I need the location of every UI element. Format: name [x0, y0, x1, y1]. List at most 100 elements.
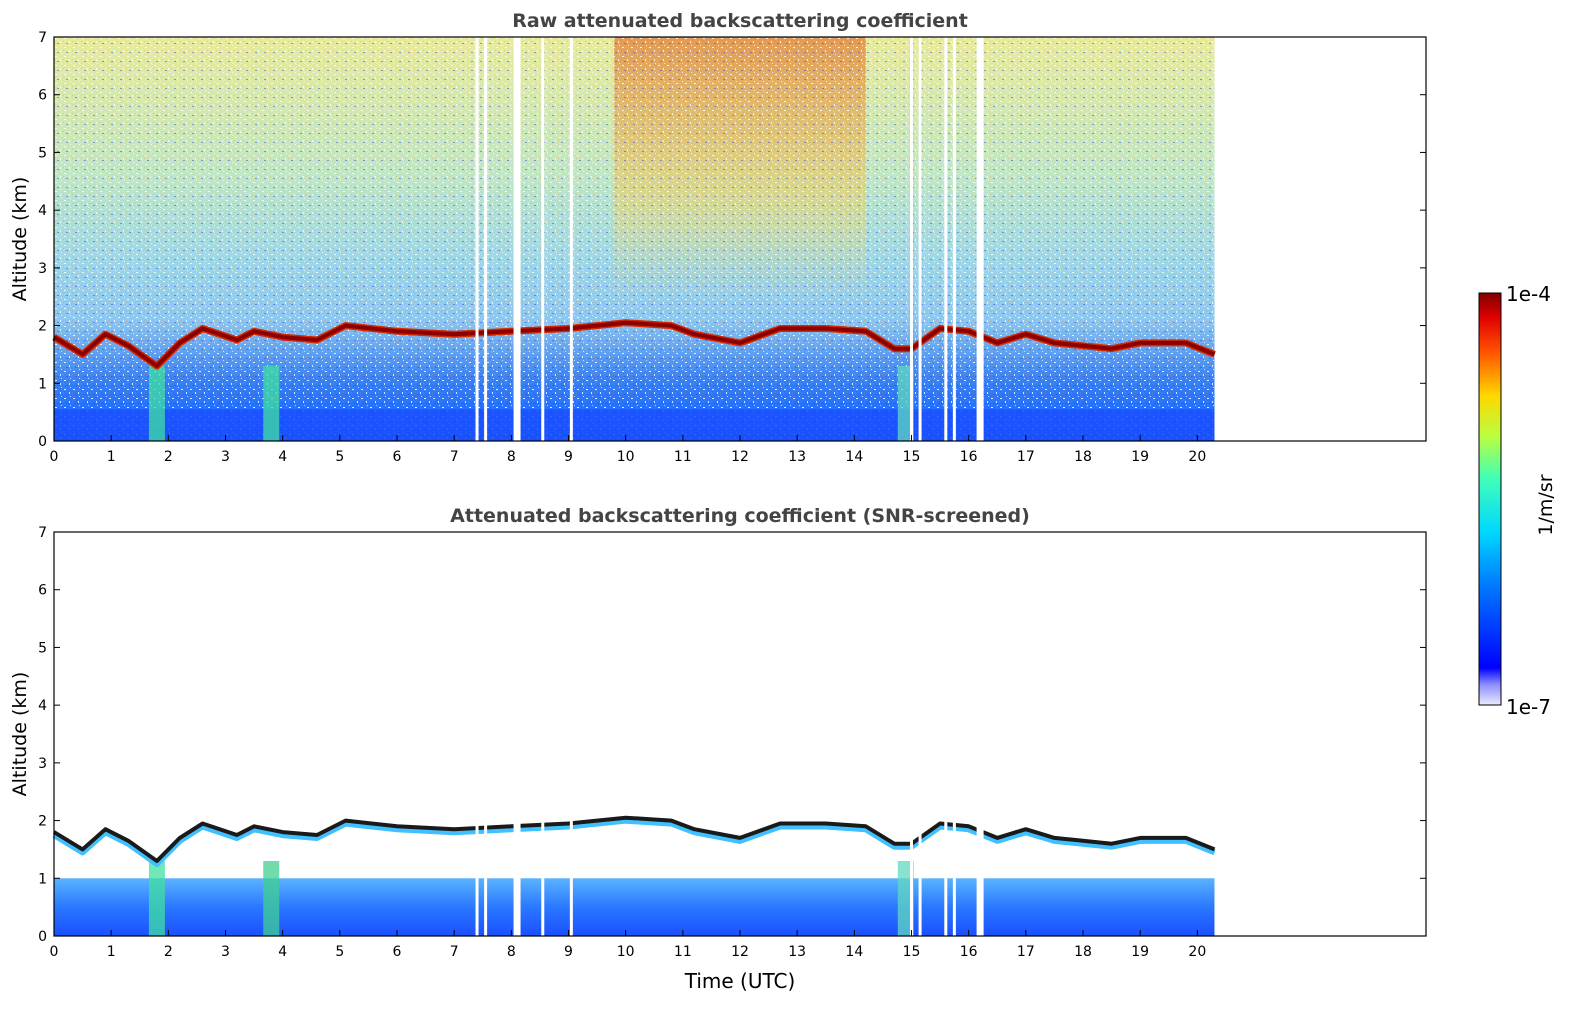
y-tick-label: 2: [38, 814, 47, 830]
x-tick-label: 0: [50, 944, 59, 960]
x-tick-label: 19: [1131, 944, 1149, 960]
colorbar-unit-label: 1/m/sr: [1535, 474, 1557, 535]
y-tick-label: 1: [38, 376, 47, 392]
raw-speckle: [54, 37, 1215, 441]
data-gap: [910, 37, 913, 441]
x-tick-label: 18: [1074, 944, 1092, 960]
data-gap: [513, 532, 521, 936]
x-tick-label: 10: [617, 944, 635, 960]
x-tick-label: 9: [564, 449, 573, 465]
x-tick-label: 12: [731, 944, 749, 960]
data-gap: [513, 37, 521, 441]
screened-signal-field: [54, 878, 1215, 936]
data-gap: [569, 37, 573, 441]
x-tick-label: 18: [1074, 449, 1092, 465]
title-screened: Attenuated backscattering coefficient (S…: [450, 505, 1030, 527]
x-tick-label: 11: [674, 944, 692, 960]
xlabel-time: Time (UTC): [684, 969, 796, 993]
x-tick-label: 15: [903, 449, 921, 465]
y-axis-raw: 0 1 2 3 4 5 6 7: [38, 30, 1426, 450]
data-gap: [484, 37, 488, 441]
data-gap: [918, 37, 922, 441]
colorbar-max-label: 1e-4: [1506, 282, 1551, 306]
x-tick-label: 17: [1017, 944, 1035, 960]
x-tick-label: 11: [674, 449, 692, 465]
data-gap: [475, 37, 479, 441]
data-gap: [976, 37, 984, 441]
data-gap: [484, 532, 488, 936]
data-gap: [475, 532, 479, 936]
boundary-layer-top: [52, 815, 1216, 863]
x-tick-label: 9: [564, 944, 573, 960]
data-gap: [569, 532, 573, 936]
x-tick-label: 14: [845, 449, 863, 465]
y-tick-label: 0: [38, 434, 47, 450]
data-gap: [910, 532, 913, 936]
x-tick-label: 20: [1188, 449, 1206, 465]
aerosol-plume: [263, 860, 280, 936]
data-gap: [944, 37, 948, 441]
y-axis-screened: 0 1 2 3 4 5 6 7: [38, 525, 1426, 945]
x-tick-label: 5: [335, 449, 344, 465]
x-tick-label: 16: [960, 449, 978, 465]
x-tick-label: 8: [507, 944, 516, 960]
x-tick-label: 2: [164, 449, 173, 465]
x-tick-label: 1: [107, 944, 116, 960]
colorbar: 1e-4 1e-7 1/m/sr: [1478, 282, 1557, 719]
y-tick-label: 6: [38, 88, 47, 104]
ylabel-screened: Altitude (km): [9, 672, 31, 797]
data-gap: [976, 532, 984, 936]
x-tick-label: 13: [788, 449, 806, 465]
y-tick-label: 7: [38, 30, 47, 46]
x-tick-label: 17: [1017, 449, 1035, 465]
x-axis-screened: 0 1 2 3 4 5 6 7 8 9 10 11 12 13 14 15 16 17 18 19 20: [50, 930, 1206, 960]
data-gap: [541, 37, 545, 441]
y-tick-label: 3: [38, 756, 47, 772]
x-tick-label: 13: [788, 944, 806, 960]
aerosol-plume: [148, 860, 165, 936]
x-tick-label: 10: [617, 449, 635, 465]
x-tick-label: 0: [50, 449, 59, 465]
data-gap: [952, 532, 956, 936]
y-tick-label: 4: [38, 203, 47, 219]
x-tick-label: 12: [731, 449, 749, 465]
x-tick-label: 15: [903, 944, 921, 960]
aerosol-plume: [263, 365, 280, 441]
panel-raw: Raw attenuated backscattering coefficien…: [9, 10, 1427, 465]
data-gap: [952, 37, 956, 441]
title-raw: Raw attenuated backscattering coefficien…: [512, 10, 968, 32]
x-tick-label: 19: [1131, 449, 1149, 465]
data-gap: [541, 532, 545, 936]
y-tick-label: 4: [38, 698, 47, 714]
x-tick-label: 20: [1188, 944, 1206, 960]
x-tick-label: 8: [507, 449, 516, 465]
x-tick-label: 1: [107, 449, 116, 465]
x-tick-label: 16: [960, 944, 978, 960]
raw-image: [52, 37, 1216, 441]
y-tick-label: 3: [38, 261, 47, 277]
y-tick-label: 2: [38, 319, 47, 335]
y-tick-label: 5: [38, 640, 47, 656]
boundary-layer-top: [52, 320, 1216, 368]
x-tick-label: 7: [450, 449, 459, 465]
y-tick-label: 1: [38, 871, 47, 887]
x-tick-label: 14: [845, 944, 863, 960]
x-tick-label: 2: [164, 944, 173, 960]
screened-image: [52, 532, 1216, 936]
x-tick-label: 6: [393, 449, 402, 465]
aerosol-plume: [897, 365, 914, 441]
x-tick-label: 3: [221, 449, 230, 465]
panel-screened: Attenuated backscattering coefficient (S…: [9, 505, 1427, 993]
y-tick-label: 7: [38, 525, 47, 541]
colorbar-gradient: [1478, 292, 1502, 706]
aerosol-plume: [897, 860, 914, 936]
colorbar-min-label: 1e-7: [1506, 695, 1551, 719]
plot-frame-screened: [53, 531, 1427, 937]
data-gap: [918, 532, 922, 936]
y-tick-label: 0: [38, 929, 47, 945]
ylabel-raw: Altitude (km): [9, 177, 31, 302]
x-tick-label: 6: [393, 944, 402, 960]
boundary-layer-halo: [52, 817, 1216, 867]
surface-layer: [54, 409, 1215, 441]
